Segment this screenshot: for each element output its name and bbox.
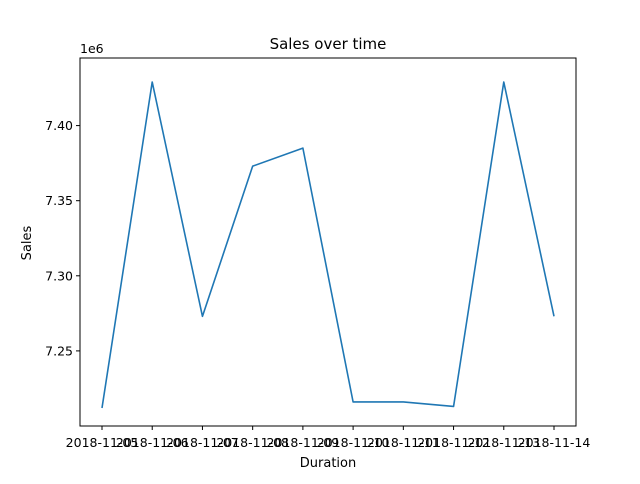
y-tick-label: 7.35 [45, 193, 73, 208]
chart-title: Sales over time [270, 35, 387, 53]
x-tick-label: 2018-11-14 [518, 435, 591, 450]
x-axis-label: Duration [300, 456, 356, 471]
y-tick-label: 7.40 [45, 118, 73, 133]
y-axis-offset-label: 1e6 [80, 41, 104, 56]
y-axis-label: Sales [20, 225, 35, 260]
y-tick-label: 7.25 [45, 343, 73, 358]
y-tick-label: 7.30 [45, 268, 73, 283]
